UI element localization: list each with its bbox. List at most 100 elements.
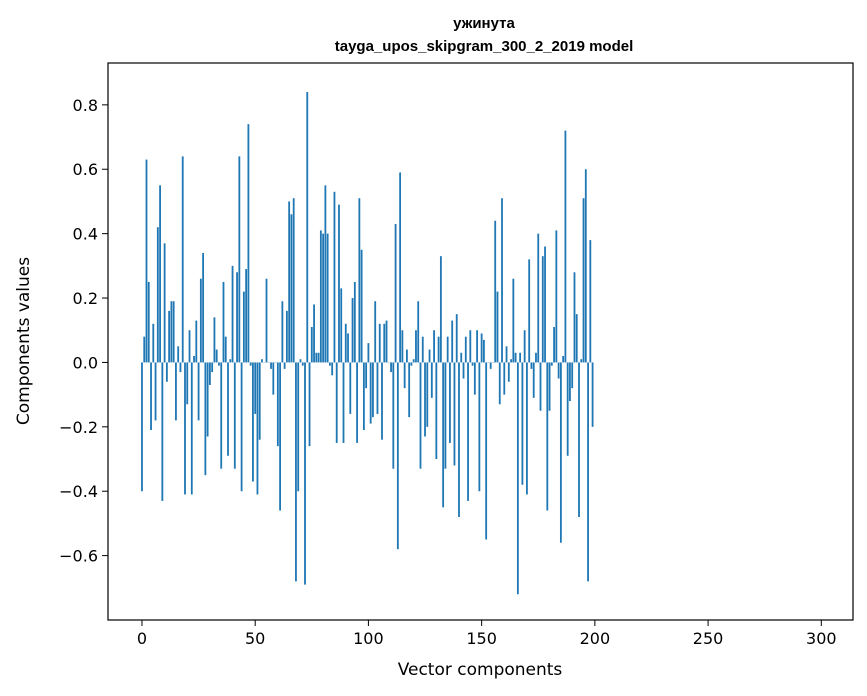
bar	[329, 362, 331, 366]
bar	[181, 156, 184, 363]
bar	[539, 362, 542, 411]
bar	[281, 301, 284, 363]
bar	[396, 362, 399, 550]
bar	[496, 291, 499, 363]
bar	[519, 352, 522, 363]
bar	[206, 362, 209, 437]
bar	[227, 362, 229, 456]
bar	[451, 320, 454, 363]
bar	[165, 362, 168, 382]
bar	[383, 323, 386, 363]
bar	[582, 198, 585, 363]
bar	[308, 362, 311, 447]
bar	[283, 362, 286, 369]
y-tick-label: −0.6	[59, 547, 98, 566]
bar	[186, 362, 189, 405]
bar	[175, 362, 177, 421]
bar	[252, 362, 254, 482]
bar	[501, 198, 503, 363]
bar	[471, 362, 474, 366]
bar	[516, 362, 519, 595]
bar	[188, 330, 191, 363]
bar	[211, 362, 214, 373]
bar	[503, 362, 506, 395]
bar	[415, 330, 417, 363]
bar	[408, 362, 411, 418]
bar	[290, 214, 293, 363]
bar	[295, 362, 297, 582]
bar	[220, 362, 223, 469]
bar	[193, 355, 195, 363]
bar	[317, 352, 320, 363]
bar	[555, 230, 558, 363]
bar	[589, 240, 592, 363]
bar	[365, 362, 368, 389]
bar	[526, 362, 528, 495]
bar	[222, 281, 225, 363]
bar	[469, 330, 472, 363]
bar	[256, 362, 259, 495]
bar	[381, 362, 383, 440]
bar	[399, 172, 402, 363]
bar	[498, 362, 501, 405]
bar	[437, 336, 440, 363]
bar	[573, 272, 576, 363]
bar	[279, 362, 281, 511]
bar	[152, 323, 155, 363]
bar	[331, 362, 334, 376]
bar	[553, 327, 555, 363]
bar	[304, 362, 306, 585]
bar	[376, 362, 379, 414]
bar	[315, 352, 318, 363]
bar	[564, 130, 567, 363]
bar	[240, 362, 243, 492]
bar	[261, 359, 263, 363]
bar	[299, 359, 302, 363]
bar	[541, 256, 544, 363]
bar	[562, 355, 565, 363]
plot-frame	[107, 62, 854, 621]
bar	[390, 362, 392, 373]
bar	[208, 362, 211, 385]
bar	[360, 249, 363, 363]
bar	[485, 362, 488, 540]
bar	[351, 298, 354, 363]
bar	[417, 301, 420, 363]
bar	[297, 362, 300, 492]
bar	[356, 362, 358, 443]
bar	[362, 362, 365, 431]
bar	[433, 330, 435, 363]
bar	[195, 320, 198, 363]
bar	[170, 301, 173, 363]
bar	[353, 281, 356, 363]
bar	[575, 314, 578, 363]
x-axis-ticks: 0 50 100 150 200 250 300	[137, 620, 837, 648]
bar	[276, 362, 279, 447]
bar	[338, 204, 340, 363]
bar	[326, 233, 329, 363]
bar	[505, 346, 508, 363]
x-tick-label: 300	[806, 629, 837, 648]
bar	[401, 330, 404, 363]
bar	[270, 362, 272, 369]
bar	[242, 291, 245, 363]
bar	[340, 288, 343, 363]
bar	[265, 278, 268, 363]
bar	[571, 362, 574, 389]
bar	[428, 349, 431, 363]
chart-subtitle: tayga_upos_skipgram_300_2_2019 model	[335, 38, 634, 55]
bar	[335, 362, 338, 443]
bar	[229, 359, 232, 363]
y-tick-label: 0.4	[73, 225, 98, 244]
bar	[559, 362, 562, 543]
bar	[444, 362, 447, 469]
bar	[213, 317, 216, 363]
bar	[218, 362, 220, 366]
bar	[288, 201, 291, 363]
bar	[369, 362, 372, 424]
bar	[482, 339, 485, 363]
bar	[442, 362, 445, 508]
bar	[473, 362, 476, 395]
bar	[150, 362, 152, 431]
bar	[313, 304, 315, 363]
